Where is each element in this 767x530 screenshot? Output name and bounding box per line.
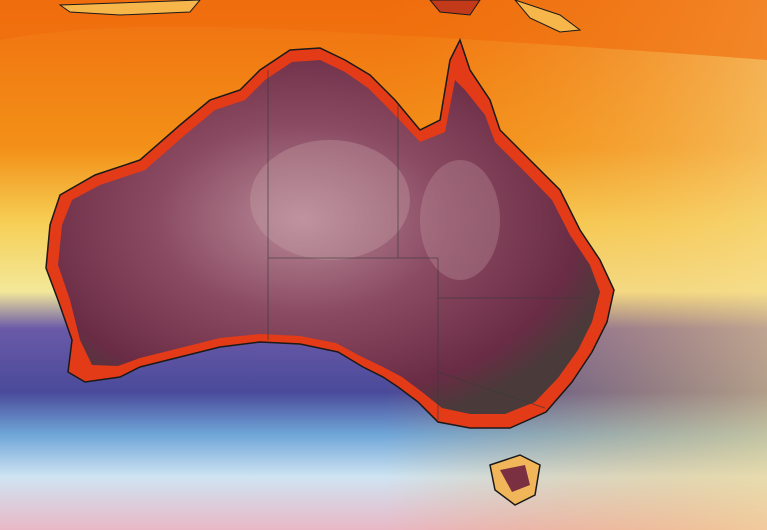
- island-java: [58, 0, 201, 16]
- australia-interior-heat: [58, 60, 600, 414]
- island-new-guinea: [514, 0, 582, 33]
- interior-hotspot: [420, 160, 500, 280]
- ocean-north: [0, 0, 767, 60]
- state-borders: [267, 70, 585, 420]
- tasmania-heat: [500, 465, 530, 492]
- interior-hotspot: [250, 140, 410, 260]
- island-timor: [429, 0, 481, 16]
